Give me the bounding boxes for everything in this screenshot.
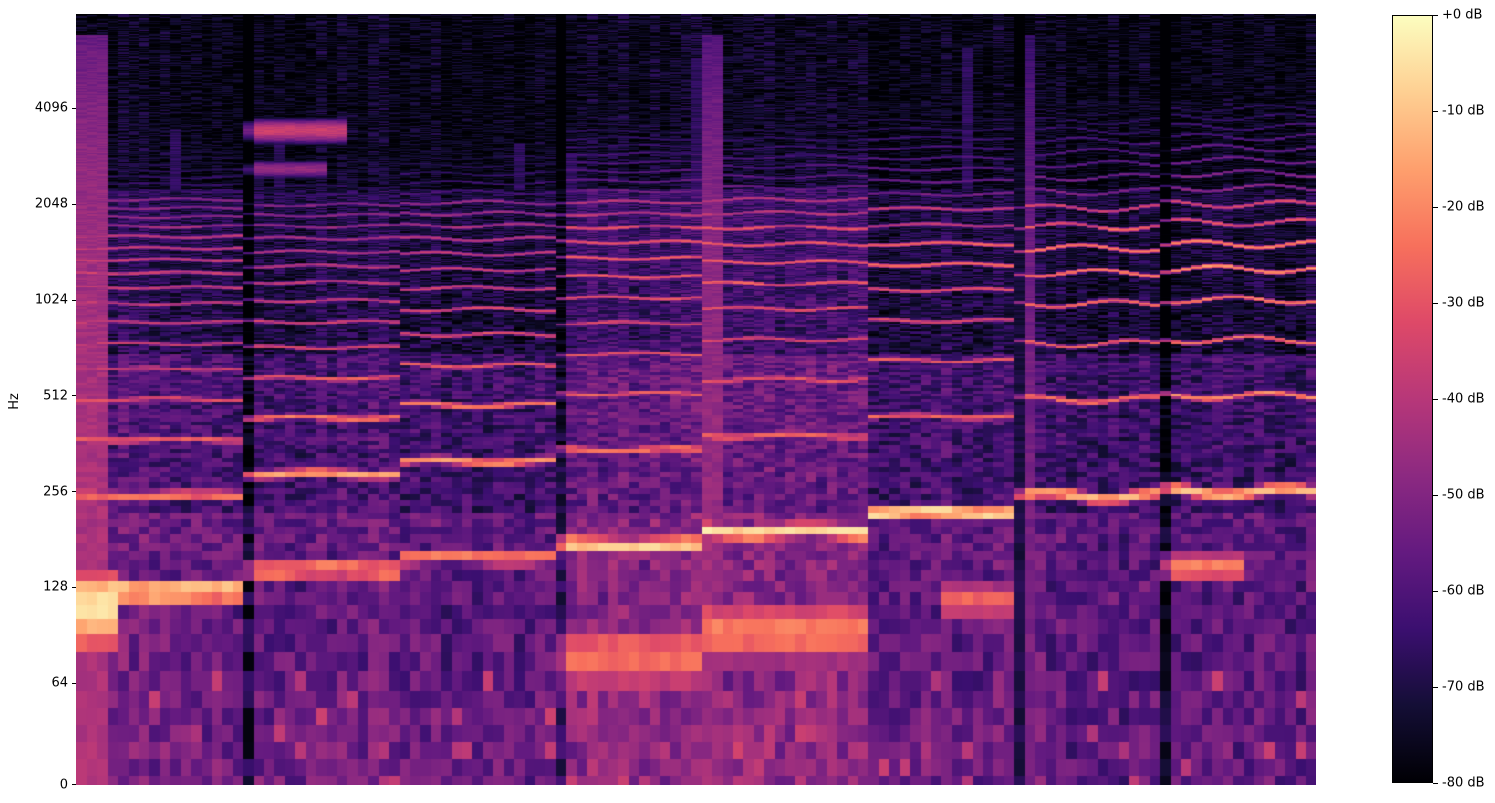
colorbar-tick-label: -30 dB (1442, 295, 1485, 311)
colorbar-tick-label: -60 dB (1442, 583, 1485, 599)
y-tick-label: 256 (43, 484, 68, 500)
y-tick-mark (72, 107, 76, 110)
y-tick-label: 1024 (34, 292, 68, 308)
colorbar-tick-mark (1433, 110, 1438, 112)
y-axis-title: Hz (6, 393, 22, 410)
y-tick-mark (72, 784, 76, 786)
colorbar-tick-label: -80 dB (1442, 775, 1485, 791)
y-tick-mark (72, 299, 76, 301)
y-tick-label: 64 (51, 675, 68, 691)
y-tick-mark (72, 395, 76, 397)
colorbar-tick-mark (1433, 14, 1438, 16)
colorbar (1392, 15, 1433, 783)
y-tick-mark (72, 682, 76, 684)
y-tick-mark (72, 491, 76, 493)
y-tick-label: 0 (59, 777, 68, 792)
y-tick-label: 4096 (34, 100, 68, 116)
colorbar-tick-label: -40 dB (1442, 391, 1485, 407)
colorbar-tick-label: -10 dB (1442, 103, 1485, 119)
colorbar-tick-mark (1433, 302, 1438, 304)
colorbar-tick-mark (1433, 590, 1438, 592)
spectrogram-heatmap (76, 14, 1316, 785)
colorbar-tick-mark (1433, 494, 1438, 496)
y-tick-mark (72, 586, 76, 589)
colorbar-tick-label: +0 dB (1442, 7, 1483, 23)
y-tick-label: 512 (43, 388, 68, 404)
colorbar-tick-mark (1433, 398, 1438, 400)
y-tick-label: 128 (43, 579, 68, 595)
colorbar-tick-label: -70 dB (1442, 679, 1485, 695)
colorbar-tick-label: -20 dB (1442, 199, 1485, 215)
y-tick-mark (72, 203, 76, 205)
colorbar-tick-mark (1433, 686, 1438, 688)
colorbar-tick-mark (1433, 206, 1438, 208)
colorbar-tick-label: -50 dB (1442, 487, 1485, 503)
y-tick-label: 2048 (34, 196, 68, 212)
colorbar-tick-mark (1433, 782, 1438, 784)
